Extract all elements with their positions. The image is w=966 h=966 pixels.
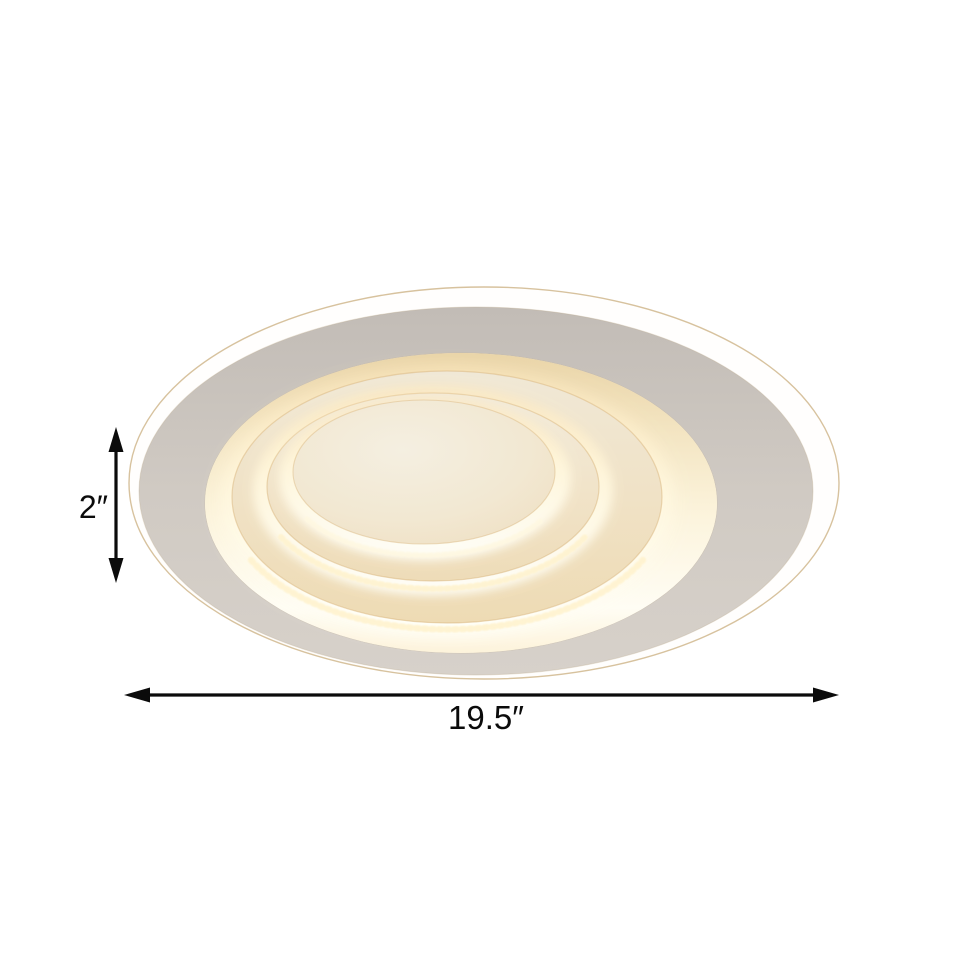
width-dimension-arrow	[124, 687, 839, 703]
height-dimension-label: 2″	[78, 489, 108, 525]
height-dimension-arrow	[108, 427, 124, 583]
width-dimension-label: 19.5″	[448, 699, 524, 736]
lamp-light-panels	[205, 353, 717, 653]
